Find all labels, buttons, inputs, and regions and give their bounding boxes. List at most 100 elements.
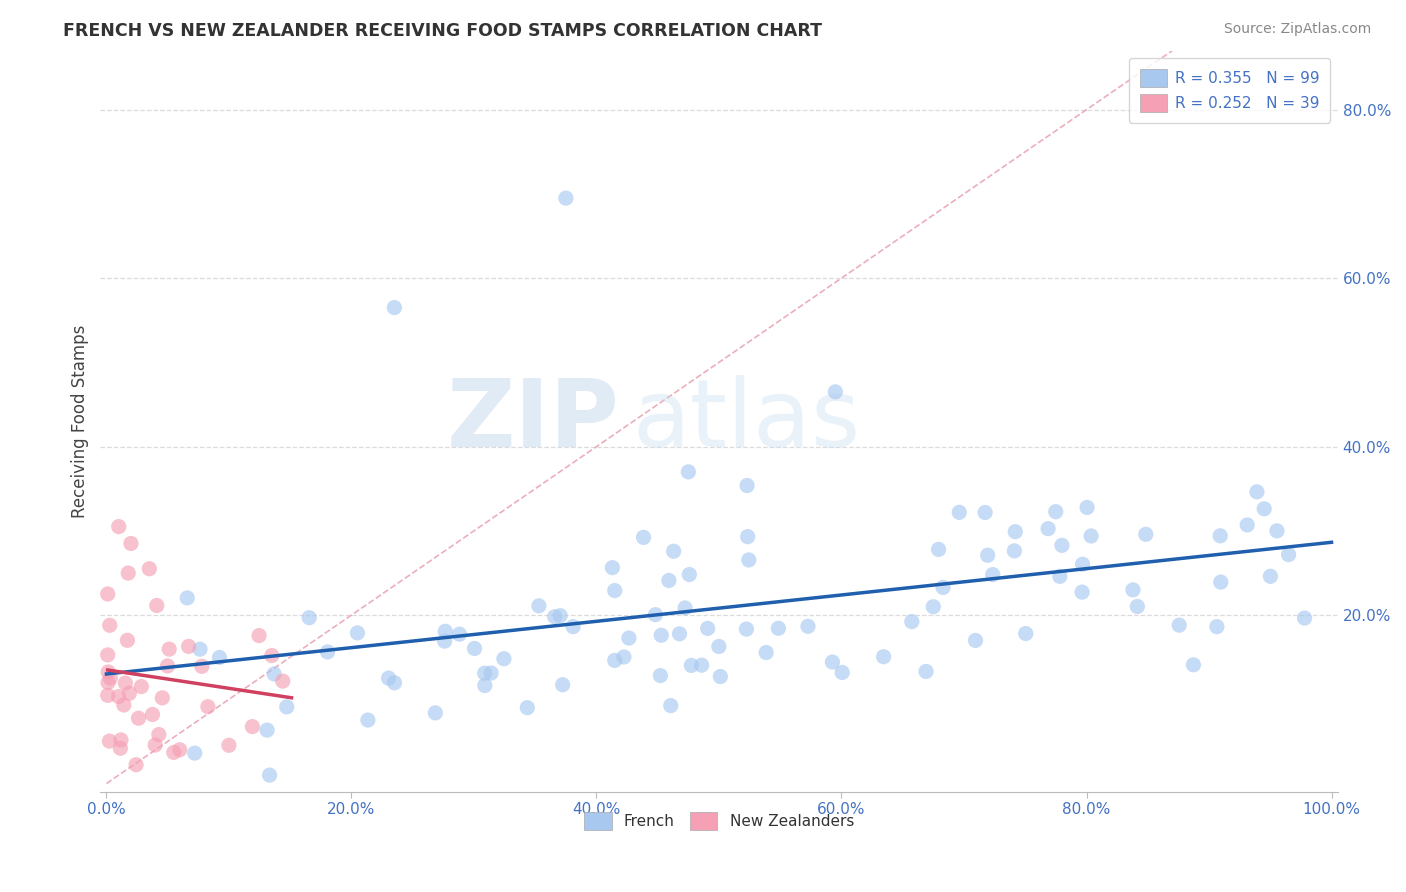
- Point: [107, 690, 129, 704]
- Point: [707, 640, 730, 654]
- Point: [1002, 544, 1025, 558]
- Point: [768, 621, 790, 635]
- Point: [797, 619, 820, 633]
- Point: [184, 746, 207, 760]
- Point: [156, 659, 179, 673]
- Point: [551, 678, 574, 692]
- Point: [650, 628, 672, 642]
- Point: [384, 675, 406, 690]
- Point: [118, 686, 141, 700]
- Point: [516, 700, 538, 714]
- Point: [659, 698, 682, 713]
- Point: [177, 640, 200, 654]
- Point: [97, 689, 120, 703]
- Point: [603, 653, 626, 667]
- Legend: French, New Zealanders: French, New Zealanders: [578, 806, 860, 836]
- Point: [1236, 518, 1258, 533]
- Point: [98, 671, 121, 685]
- Point: [1015, 626, 1038, 640]
- Point: [145, 599, 167, 613]
- Point: [976, 548, 998, 562]
- Point: [191, 659, 214, 673]
- Point: [197, 699, 219, 714]
- Point: [737, 530, 759, 544]
- Point: [831, 665, 853, 680]
- Point: [316, 645, 339, 659]
- Point: [1294, 611, 1316, 625]
- Point: [218, 739, 240, 753]
- Point: [1071, 585, 1094, 599]
- Point: [872, 649, 894, 664]
- Point: [1209, 575, 1232, 590]
- Point: [974, 506, 997, 520]
- Point: [242, 720, 264, 734]
- Point: [474, 679, 496, 693]
- Point: [678, 465, 700, 479]
- Point: [821, 655, 844, 669]
- Point: [157, 642, 180, 657]
- Point: [208, 650, 231, 665]
- Point: [1004, 524, 1026, 539]
- Point: [690, 658, 713, 673]
- Y-axis label: Receiving Food Stamps: Receiving Food Stamps: [72, 325, 89, 518]
- Point: [128, 711, 150, 725]
- Text: FRENCH VS NEW ZEALANDER RECEIVING FOOD STAMPS CORRELATION CHART: FRENCH VS NEW ZEALANDER RECEIVING FOOD S…: [63, 22, 823, 40]
- Point: [662, 544, 685, 558]
- Point: [1122, 582, 1144, 597]
- Point: [1076, 500, 1098, 515]
- Point: [948, 505, 970, 519]
- Point: [141, 707, 163, 722]
- Point: [97, 587, 120, 601]
- Point: [1253, 501, 1275, 516]
- Point: [1246, 484, 1268, 499]
- Point: [97, 648, 120, 662]
- Point: [434, 624, 457, 639]
- Point: [97, 665, 120, 679]
- Point: [696, 622, 718, 636]
- Point: [1209, 529, 1232, 543]
- Point: [163, 746, 186, 760]
- Point: [449, 627, 471, 641]
- Point: [276, 699, 298, 714]
- Point: [1135, 527, 1157, 541]
- Point: [143, 738, 166, 752]
- Point: [176, 591, 198, 605]
- Point: [932, 581, 955, 595]
- Point: [492, 651, 515, 665]
- Point: [188, 642, 211, 657]
- Text: Source: ZipAtlas.com: Source: ZipAtlas.com: [1223, 22, 1371, 37]
- Point: [678, 567, 700, 582]
- Point: [346, 626, 368, 640]
- Point: [633, 530, 655, 544]
- Point: [738, 553, 761, 567]
- Point: [1071, 558, 1094, 572]
- Point: [1168, 618, 1191, 632]
- Point: [824, 384, 846, 399]
- Point: [247, 629, 270, 643]
- Point: [112, 698, 135, 712]
- Point: [117, 566, 139, 580]
- Point: [463, 641, 485, 656]
- Point: [98, 618, 121, 632]
- Point: [1265, 524, 1288, 538]
- Point: [981, 567, 1004, 582]
- Point: [138, 562, 160, 576]
- Point: [915, 665, 938, 679]
- Point: [922, 599, 945, 614]
- Point: [901, 615, 924, 629]
- Point: [256, 723, 278, 738]
- Text: ZIP: ZIP: [447, 376, 620, 467]
- Point: [613, 649, 636, 664]
- Point: [357, 713, 380, 727]
- Point: [658, 574, 681, 588]
- Point: [169, 743, 191, 757]
- Point: [1045, 505, 1067, 519]
- Point: [117, 633, 139, 648]
- Point: [603, 583, 626, 598]
- Point: [617, 631, 640, 645]
- Point: [131, 680, 153, 694]
- Point: [1278, 548, 1301, 562]
- Point: [120, 536, 142, 550]
- Point: [755, 646, 778, 660]
- Point: [125, 757, 148, 772]
